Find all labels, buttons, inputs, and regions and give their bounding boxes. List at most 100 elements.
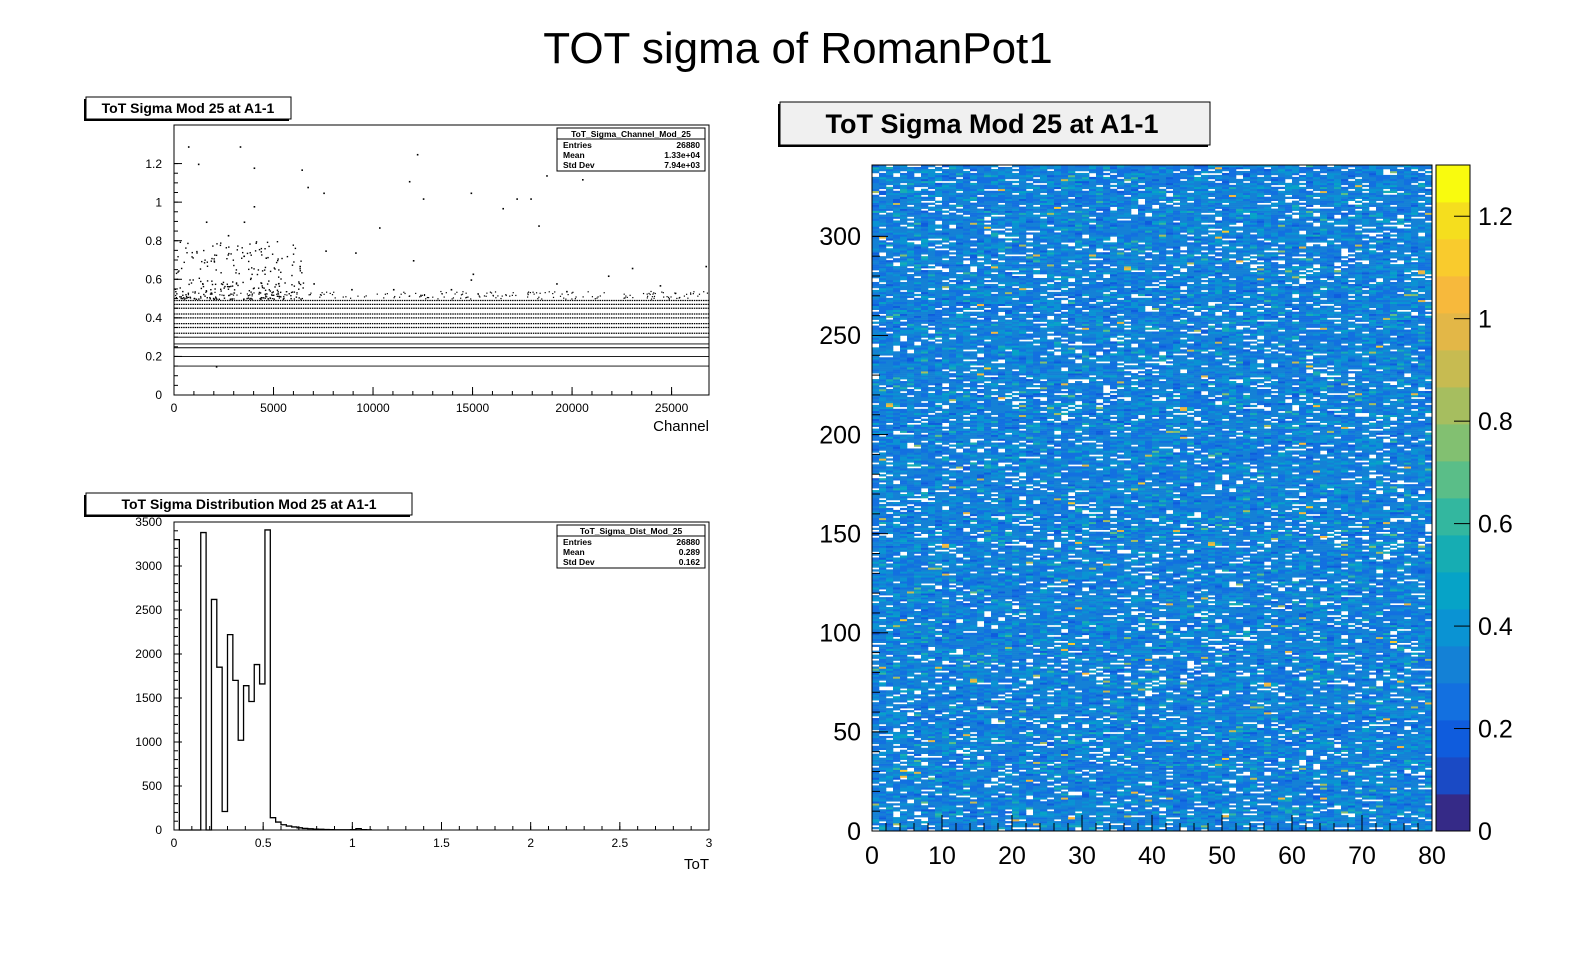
heatmap-cell	[977, 712, 985, 715]
heatmap-cell	[984, 729, 992, 733]
heatmap-cell	[1194, 787, 1202, 790]
heatmap-cell	[1404, 723, 1412, 727]
scatter-point	[293, 291, 296, 293]
heatmap-cell	[1089, 733, 1097, 737]
heatmap-cell	[963, 723, 978, 727]
heatmap-cell	[1229, 793, 1244, 796]
heatmap-cell	[1334, 759, 1342, 762]
heatmap-cell	[1201, 797, 1209, 800]
heatmap-cell	[1376, 759, 1384, 762]
heatmap-cell	[928, 743, 936, 747]
heatmap-cell	[1404, 708, 1412, 711]
heatmap-cell	[1187, 690, 1195, 693]
heatmap-cell	[935, 751, 943, 754]
heatmap-cell	[1075, 813, 1083, 816]
heatmap-cell	[1201, 682, 1209, 685]
heatmap-cell	[1026, 817, 1048, 820]
heatmap-cell	[1159, 708, 1167, 711]
heatmap-cell	[1040, 690, 1048, 693]
heatmap-cell	[1215, 821, 1223, 824]
heatmap-cell	[1306, 676, 1314, 679]
heatmap-cell	[949, 714, 978, 717]
heatmap-cell	[1082, 694, 1090, 697]
heatmap-cell	[1082, 741, 1090, 745]
heatmap-cell	[1159, 714, 1167, 717]
heatmap-cell	[963, 690, 971, 693]
heatmap-cell	[1131, 767, 1139, 770]
scatter-point	[246, 252, 249, 255]
scatter-point	[423, 294, 426, 297]
heatmap-cell	[1005, 686, 1013, 689]
heatmap-cell	[1201, 739, 1209, 743]
heatmap-cell	[1033, 749, 1041, 753]
heatmap-cell	[1278, 718, 1286, 721]
heatmap-cell	[977, 815, 985, 818]
heatmap-cell	[1054, 706, 1062, 709]
heatmap-cell	[879, 817, 887, 820]
heatmap-cell	[956, 769, 964, 772]
heatmap-cell	[1383, 676, 1398, 679]
heatmap-cell	[1061, 735, 1069, 739]
heatmap-cell	[1411, 690, 1419, 693]
heatmap-cell	[1327, 789, 1335, 792]
scatter-point	[213, 260, 216, 262]
heatmap-cell	[1201, 809, 1209, 812]
scatter-point	[189, 296, 191, 298]
heatmap-cell	[1082, 700, 1090, 703]
heatmap-cell	[1187, 757, 1195, 760]
heatmap-cell	[1117, 674, 1125, 677]
heatmap-cell	[1229, 829, 1237, 832]
heatmap-cell	[872, 702, 880, 705]
heatmap-cell	[1110, 716, 1118, 719]
heatmap-cell	[1425, 757, 1433, 760]
heatmap-cell	[921, 813, 929, 816]
scatter-point	[299, 268, 301, 270]
heatmap-cell	[963, 676, 971, 679]
scatter-point	[687, 297, 689, 299]
scatter-point	[492, 294, 494, 297]
heatmap-cell	[1208, 688, 1216, 691]
heatmap-cell	[1047, 716, 1055, 719]
heatmap-cell	[1180, 795, 1188, 798]
heatmap-cell	[1061, 759, 1069, 762]
heatmap-cell	[1005, 773, 1013, 776]
heatmap-cell	[1327, 821, 1335, 824]
heatmap-cell	[1243, 733, 1251, 737]
hist-x-label: ToT	[684, 856, 709, 873]
heatmap-cell	[872, 674, 880, 677]
scatter-point	[571, 292, 573, 294]
heatmap-cell	[1264, 686, 1272, 689]
scatter-point	[227, 288, 230, 290]
heatmap-cell	[942, 708, 950, 711]
heatmap-cell	[956, 710, 964, 713]
heatmap-cell	[928, 702, 943, 705]
heatmap-cell	[907, 747, 943, 751]
heatmap-cell	[1404, 678, 1412, 681]
heatmap-cell	[1124, 813, 1132, 816]
heatmap-cell	[1285, 769, 1293, 772]
heatmap-cell	[1327, 819, 1335, 822]
heatmap-cell	[1096, 729, 1104, 733]
heatmap-cell	[1005, 688, 1013, 691]
scatter-point	[268, 245, 270, 248]
heatmap-cell	[1257, 747, 1265, 751]
heatmap-cell	[1271, 704, 1279, 707]
heatmap-cell	[1138, 819, 1146, 822]
scatter-point	[642, 292, 645, 295]
heatmap-cell	[1145, 727, 1174, 731]
heatmap-cell	[1103, 787, 1111, 790]
heatmap-cell	[1166, 811, 1174, 814]
heatmap-cell	[1054, 692, 1062, 695]
heatmap-cell	[893, 819, 901, 822]
heatmap-cell	[1033, 813, 1041, 816]
heatmap-cell	[1068, 817, 1076, 820]
heatmap-cell	[1271, 799, 1279, 802]
heatmap-cell	[1026, 712, 1041, 715]
heatmap-cell	[963, 727, 971, 731]
heatmap-cell	[1047, 773, 1055, 776]
heatmap-cell	[1201, 811, 1209, 814]
heatmap-cell	[1236, 682, 1244, 685]
heatmap-cell	[921, 686, 929, 689]
heatmap-cell	[949, 749, 957, 753]
heatmap-cell	[1257, 807, 1279, 810]
